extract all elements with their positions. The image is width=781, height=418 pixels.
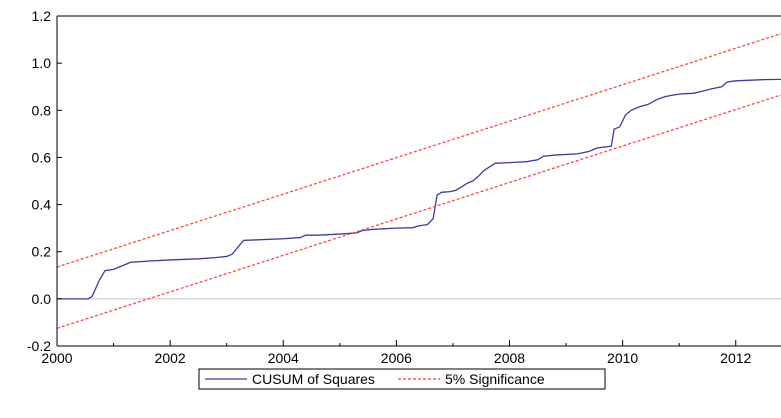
x-tick-label: 2010 xyxy=(607,350,638,366)
x-tick-label: 2012 xyxy=(720,350,751,366)
y-tick-label: 0.8 xyxy=(32,102,52,118)
significance-line-1 xyxy=(57,33,781,268)
y-tick-label: -0.2 xyxy=(27,338,51,354)
significance-line-2 xyxy=(57,94,781,329)
y-tick-label: 0.2 xyxy=(32,244,52,260)
y-tick-label: 0.4 xyxy=(32,197,52,213)
x-tick-label: 2008 xyxy=(494,350,525,366)
x-tick-label: 2006 xyxy=(381,350,412,366)
y-tick-label: 1.2 xyxy=(32,8,52,24)
y-tick-label: 0.6 xyxy=(32,149,52,165)
x-tick-label: 2002 xyxy=(155,350,186,366)
legend-box xyxy=(198,368,606,390)
legend: CUSUM of Squares 5% Significance xyxy=(198,368,606,390)
legend-label-1: 5% Significance xyxy=(445,371,545,387)
y-tick-label: 0.0 xyxy=(32,291,52,307)
y-tick-label: 1.0 xyxy=(32,55,52,71)
cusum-line xyxy=(57,78,781,300)
plot-area xyxy=(57,33,781,329)
x-tick-label: 2000 xyxy=(41,350,72,366)
x-tick-label: 2004 xyxy=(268,350,299,366)
legend-label-0: CUSUM of Squares xyxy=(252,371,375,387)
